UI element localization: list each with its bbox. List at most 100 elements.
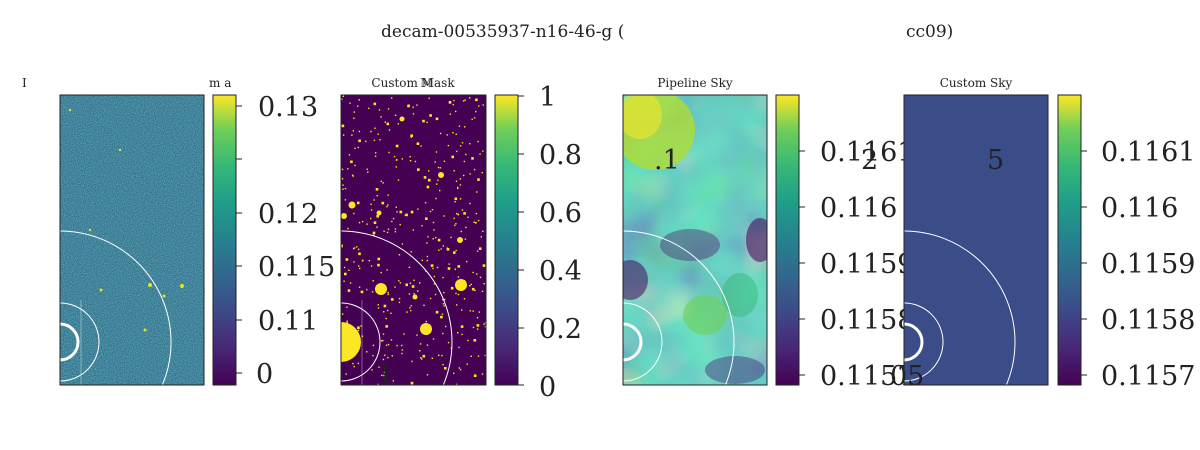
mask-speck: [455, 249, 457, 252]
mask-speck: [410, 309, 412, 312]
mask-speck: [442, 299, 444, 301]
mask-speck: [401, 243, 404, 245]
mask-speck: [410, 210, 414, 214]
mask-speck: [453, 251, 456, 254]
mask-speck: [477, 355, 480, 357]
mask-speck: [358, 221, 361, 224]
mask-speck: [366, 351, 368, 353]
colorbar-tick-label: 0.1159: [820, 249, 914, 280]
panel-image: 0.13 0.12 0.115 0.11 0: [59, 92, 335, 390]
colorbar: [776, 95, 799, 385]
mask-speck: [370, 130, 372, 133]
mask-speck: [460, 230, 462, 233]
mask-speck: [388, 129, 391, 131]
mask-speck: [424, 202, 427, 204]
mask-speck: [352, 130, 354, 132]
stray-label: 2: [861, 145, 878, 176]
mask-speck: [390, 339, 393, 341]
mask-speck: [447, 341, 450, 344]
mask-speck: [396, 211, 398, 213]
mask-speck: [342, 188, 344, 190]
mask-speck: [467, 216, 469, 218]
mask-speck: [435, 310, 439, 314]
mask-speck: [405, 213, 408, 217]
mask-speck: [484, 322, 486, 324]
mask-speck: [412, 113, 415, 115]
mask-speck: [465, 226, 467, 229]
mask-speck: [443, 215, 445, 217]
mask-speck: [469, 143, 471, 145]
mask-speck: [386, 205, 388, 208]
mask-speck: [464, 126, 466, 128]
mask-speck: [435, 236, 437, 239]
mask-speck: [466, 260, 468, 263]
mask-speck: [439, 167, 442, 169]
mask-speck: [381, 340, 383, 342]
mask-speck: [344, 187, 347, 190]
mask-speck: [482, 104, 484, 106]
mask-speck: [432, 221, 435, 224]
mask-speck: [407, 104, 410, 108]
mask-speck: [372, 231, 376, 235]
mask-speck: [443, 160, 446, 162]
mask-speck: [387, 343, 390, 346]
mask-speck: [461, 333, 463, 336]
mask-speck: [342, 184, 344, 186]
mask-speck: [403, 333, 405, 335]
mask-speck: [429, 114, 432, 117]
colorbar-tick-label: 0.8: [539, 140, 582, 171]
mask-speck: [463, 298, 466, 300]
stray-label: M: [420, 76, 432, 90]
mask-speck: [428, 170, 430, 172]
mask-speck: [397, 123, 399, 125]
mask-speck: [394, 286, 396, 288]
mask-speck: [347, 227, 349, 230]
mask-speck: [410, 251, 412, 253]
mask-speck: [375, 188, 379, 191]
mask-speck: [472, 271, 474, 274]
mask-speck: [417, 208, 419, 210]
mask-speck: [438, 354, 440, 356]
mask-speck: [381, 374, 383, 377]
mask-speck: [362, 220, 364, 223]
mask-speck: [372, 344, 375, 347]
mask-speck: [392, 217, 395, 220]
mask-speck: [377, 263, 380, 267]
mask-speck: [442, 245, 444, 247]
mask-speck: [341, 98, 343, 100]
mask-speck: [457, 265, 461, 268]
mask-speck: [352, 175, 354, 177]
mask-speck: [481, 373, 484, 375]
panel-frame: [340, 94, 487, 386]
mask-speck: [366, 223, 368, 225]
mask-speck: [465, 153, 467, 156]
mask-speck: [475, 110, 477, 113]
mask-speck: [459, 198, 462, 200]
mask-speck: [385, 325, 388, 328]
mask-speck: [435, 197, 437, 200]
mask-speck: [376, 215, 379, 218]
mask-speck: [417, 168, 420, 171]
mask-speck: [395, 206, 397, 208]
mask-speck: [384, 121, 386, 123]
mask-speck: [348, 269, 350, 271]
mask-speck: [447, 267, 451, 270]
mask-speck: [370, 217, 372, 220]
mask-speck: [344, 199, 347, 201]
mask-speck: [472, 310, 474, 312]
mask-speck: [382, 182, 384, 184]
mask-speck: [461, 209, 464, 211]
suptitle-right: cc09): [906, 22, 953, 42]
mask-speck: [431, 357, 433, 359]
mask-speck: [440, 315, 443, 319]
colorbar-tick-label: 0.1161: [820, 137, 914, 168]
mask-speck: [443, 291, 445, 294]
mask-speck: [453, 170, 455, 172]
mask-speck: [419, 350, 421, 352]
mask-speck: [426, 374, 429, 376]
mask-speck: [370, 209, 373, 211]
mask-speck: [448, 101, 452, 104]
mask-speck: [459, 368, 462, 371]
mask-speck: [428, 97, 430, 99]
mask-speck: [394, 231, 397, 233]
